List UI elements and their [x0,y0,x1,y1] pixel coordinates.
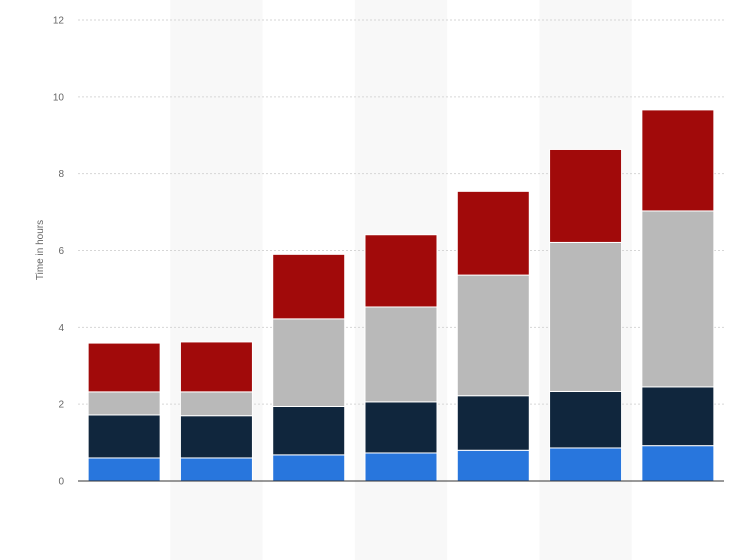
bar-segment-1[interactable] [179,457,253,482]
bar-segment-4[interactable] [456,190,530,276]
bar-segment-2[interactable] [179,415,253,459]
bar-segment-4[interactable] [641,109,715,212]
bar-segment-3[interactable] [179,391,253,417]
bar-segment-1[interactable] [87,457,161,482]
bar-segment-3[interactable] [456,274,530,397]
bar-segment-1[interactable] [641,445,715,482]
bar-segment-2[interactable] [641,386,715,447]
y-tick-label: 0 [58,477,64,488]
bar-segment-2[interactable] [87,414,161,459]
y-tick-label: 8 [58,169,64,180]
bar-segment-4[interactable] [549,148,623,243]
bar-segment-3[interactable] [549,241,623,392]
bar-segment-1[interactable] [549,447,623,482]
bar-segment-3[interactable] [364,306,438,403]
bar-segment-1[interactable] [456,449,530,482]
y-tick-label: 10 [53,92,65,103]
y-tick-label: 12 [53,16,65,27]
bar-segment-4[interactable] [87,342,161,393]
y-tick-label: 2 [58,400,64,411]
bar-segment-4[interactable] [364,234,438,308]
bar-segment-3[interactable] [272,318,346,407]
bar-segment-2[interactable] [456,395,530,451]
bars [87,109,715,482]
y-tick-label: 6 [58,246,64,257]
bar-segment-2[interactable] [272,405,346,456]
bar-segment-2[interactable] [364,401,438,454]
bar-segment-3[interactable] [87,391,161,416]
bar-segment-1[interactable] [272,454,346,482]
bar-segment-2[interactable] [549,390,623,449]
bar-segment-1[interactable] [364,452,438,482]
bar-segment-4[interactable] [179,341,253,393]
bar-segment-4[interactable] [272,253,346,320]
y-axis-ticks: 0 2 4 6 8 10 12 [53,16,65,488]
bar-segment-3[interactable] [641,210,715,388]
y-tick-label: 4 [58,323,64,334]
y-axis-title: Time in hours [35,220,46,280]
